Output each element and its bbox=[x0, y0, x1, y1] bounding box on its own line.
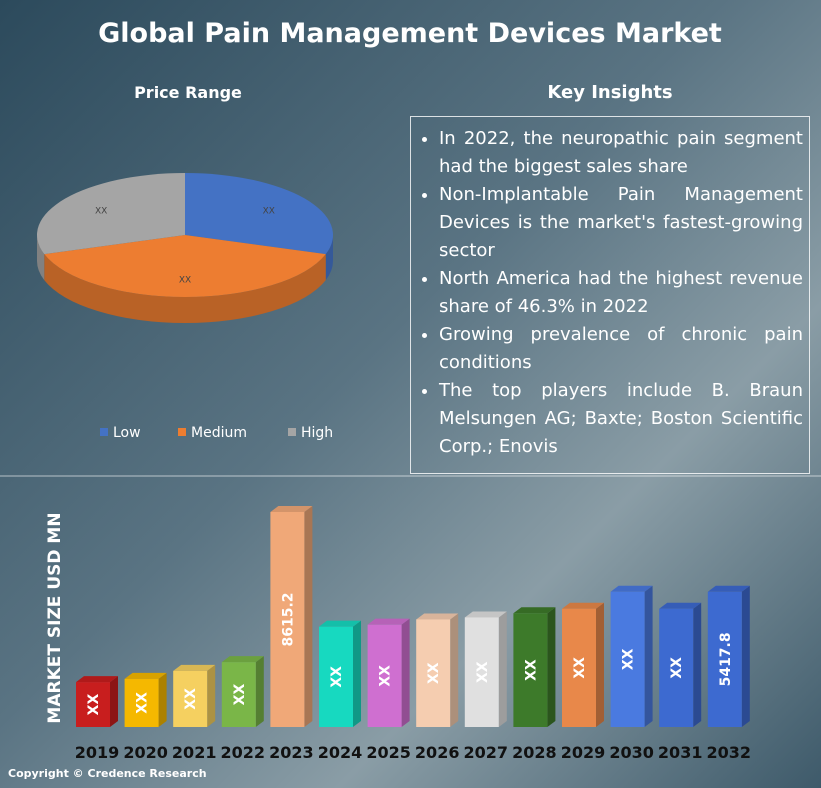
x-tick-label: 2031 bbox=[658, 743, 703, 762]
legend-swatch bbox=[100, 428, 108, 436]
y-axis-label: MARKET SIZE USD MN bbox=[45, 512, 65, 723]
bar-top bbox=[707, 585, 750, 592]
x-tick-label: 2024 bbox=[318, 743, 363, 762]
bar-side bbox=[401, 618, 410, 727]
bar-top bbox=[76, 676, 118, 683]
slice-label: XX bbox=[95, 206, 107, 216]
bar bbox=[464, 617, 499, 727]
x-tick-label: 2029 bbox=[561, 743, 606, 762]
bar-top bbox=[270, 506, 313, 512]
pie-title: Price Range bbox=[134, 83, 242, 102]
bar-top bbox=[173, 664, 216, 671]
bar bbox=[513, 613, 548, 727]
slice-label: XX bbox=[263, 206, 275, 216]
bar-value-label: XX bbox=[329, 666, 345, 688]
bar-top bbox=[659, 602, 702, 609]
bar-side bbox=[450, 613, 459, 727]
bar-top bbox=[562, 602, 604, 609]
x-tick-label: 2022 bbox=[221, 743, 266, 762]
page-title: Global Pain Management Devices Market bbox=[98, 18, 722, 49]
bar-top bbox=[367, 618, 410, 625]
bar bbox=[270, 512, 305, 727]
bar-side bbox=[110, 676, 118, 727]
legend-label: High bbox=[301, 425, 333, 441]
bar-value-label: XX bbox=[183, 688, 199, 710]
legend-swatch bbox=[178, 428, 186, 436]
copyright: Copyright © Credence Research bbox=[8, 767, 207, 780]
insight-item: Non-Implantable Pain Management Devices … bbox=[439, 181, 803, 265]
insights-list: In 2022, the neuropathic pain segment ha… bbox=[419, 125, 803, 461]
bar-top bbox=[221, 656, 264, 663]
bar bbox=[124, 678, 159, 727]
bar-value-label: 8615.2 bbox=[280, 592, 296, 646]
x-tick-label: 2026 bbox=[415, 743, 460, 762]
bar-side bbox=[353, 620, 361, 727]
bar-side bbox=[693, 602, 702, 727]
pie-slice-side bbox=[37, 235, 45, 281]
bar bbox=[319, 626, 353, 727]
bar bbox=[707, 591, 742, 727]
bar-value-label: XX bbox=[426, 662, 442, 684]
bar bbox=[659, 608, 694, 727]
bar-top bbox=[319, 620, 361, 627]
bar-side bbox=[498, 611, 507, 727]
bar bbox=[221, 662, 256, 727]
bar bbox=[416, 619, 451, 727]
bar-top bbox=[513, 607, 556, 614]
bar-side bbox=[741, 585, 750, 727]
bar-top bbox=[124, 672, 167, 679]
insight-item: Growing prevalence of chronic pain condi… bbox=[439, 321, 803, 377]
x-tick-label: 2030 bbox=[609, 743, 654, 762]
bar bbox=[76, 682, 110, 727]
x-tick-label: 2020 bbox=[123, 743, 168, 762]
legend-swatch bbox=[288, 428, 296, 436]
bar-value-label: XX bbox=[572, 657, 588, 679]
bar-value-label: XX bbox=[86, 694, 102, 716]
legend-label: Low bbox=[113, 425, 141, 441]
x-tick-label: 2019 bbox=[75, 743, 120, 762]
pie-slice-side bbox=[44, 254, 326, 324]
bar-side bbox=[207, 664, 216, 727]
bar-top bbox=[416, 613, 459, 620]
x-tick-label: 2023 bbox=[269, 743, 314, 762]
bar-value-label: XX bbox=[378, 665, 394, 687]
x-tick-label: 2027 bbox=[464, 743, 509, 762]
bar-value-label: XX bbox=[475, 661, 491, 683]
x-tick-label: 2021 bbox=[172, 743, 217, 762]
bar-value-label: XX bbox=[232, 684, 248, 706]
insights-box: In 2022, the neuropathic pain segment ha… bbox=[410, 116, 810, 474]
bar-value-label: XX bbox=[669, 657, 685, 679]
bar-side bbox=[158, 672, 167, 727]
slice-label: XX bbox=[179, 275, 191, 285]
x-tick-label: 2025 bbox=[366, 743, 411, 762]
bar-top bbox=[464, 611, 507, 618]
bar bbox=[173, 670, 208, 727]
bar bbox=[562, 608, 596, 727]
insight-item: The top players include B. Braun Melsung… bbox=[439, 377, 803, 461]
insights-title: Key Insights bbox=[547, 82, 672, 103]
insight-item: In 2022, the neuropathic pain segment ha… bbox=[439, 125, 803, 181]
bar-top bbox=[610, 585, 653, 592]
bar-value-label: XX bbox=[135, 692, 151, 714]
legend-label: Medium bbox=[191, 425, 247, 441]
bar bbox=[610, 591, 645, 727]
bar-side bbox=[547, 607, 556, 727]
bar-value-label: 5417.8 bbox=[718, 632, 734, 686]
bar-side bbox=[304, 506, 313, 727]
pie-slice-side bbox=[325, 235, 333, 281]
x-tick-label: 2032 bbox=[707, 743, 752, 762]
insight-item: North America had the highest revenue sh… bbox=[439, 265, 803, 321]
pie-slice bbox=[36, 173, 186, 255]
bar-side bbox=[596, 602, 604, 727]
x-tick-label: 2028 bbox=[512, 743, 557, 762]
pie-slice bbox=[185, 173, 333, 255]
pie-slice bbox=[44, 235, 326, 297]
bar-value-label: XX bbox=[621, 648, 637, 670]
bar-side bbox=[644, 585, 653, 727]
bar-value-label: XX bbox=[523, 659, 539, 681]
bar-side bbox=[255, 656, 264, 727]
bar bbox=[367, 624, 402, 727]
